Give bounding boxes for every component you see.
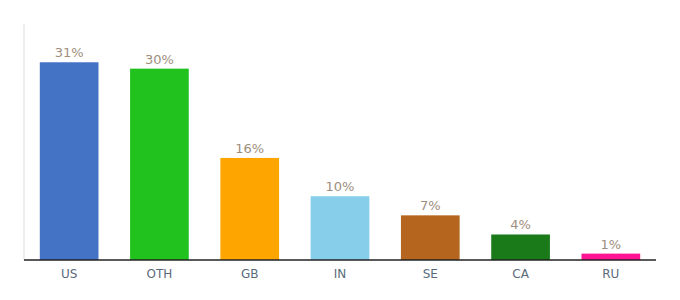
- bar: [130, 69, 189, 260]
- data-label: 16%: [235, 141, 264, 156]
- x-tick-label: CA: [512, 267, 529, 281]
- chart-container: 31% 30% 16% 10% 7% 4% 1% US OTH GB IN SE CA RU: [0, 0, 680, 300]
- data-label: 31%: [55, 45, 84, 60]
- bar: [491, 234, 550, 260]
- x-tick-label: RU: [602, 267, 619, 281]
- x-axis-line: [24, 259, 656, 261]
- data-label: 1%: [601, 237, 622, 252]
- bar: [401, 215, 460, 260]
- data-label: 4%: [510, 217, 531, 232]
- x-tick-label: OTH: [147, 267, 173, 281]
- bar: [311, 196, 370, 260]
- chart-svg: 31% 30% 16% 10% 7% 4% 1% US OTH GB IN SE CA RU: [0, 0, 680, 300]
- data-label: 30%: [145, 52, 174, 67]
- x-tick-label: SE: [423, 267, 438, 281]
- bar: [582, 254, 641, 260]
- data-label: 7%: [420, 198, 441, 213]
- y-axis-line: [24, 24, 25, 260]
- bars: [40, 62, 640, 260]
- bar: [220, 158, 279, 260]
- data-label: 10%: [326, 179, 355, 194]
- x-tick-label: US: [61, 267, 77, 281]
- x-tick-label: GB: [241, 267, 259, 281]
- x-tick-label: IN: [334, 267, 347, 281]
- bar: [40, 62, 99, 260]
